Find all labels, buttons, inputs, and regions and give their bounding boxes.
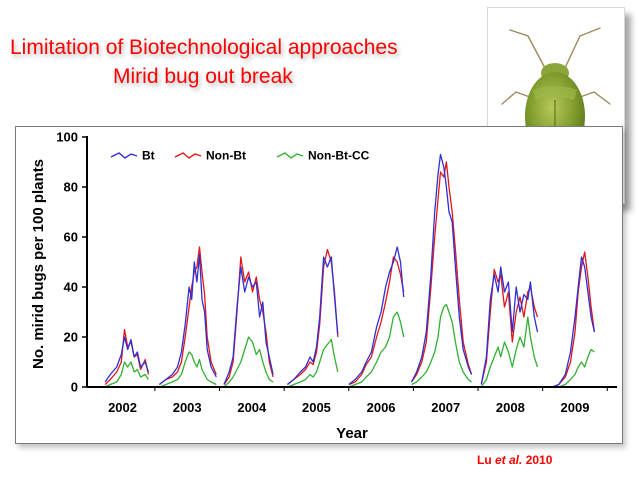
chart-frame: 0 20 40 60 80 100 2002 2003 2004 2005 2006 2007 200… — [15, 126, 623, 444]
citation: Lu et al. 2010 — [477, 453, 552, 467]
x-tick-label: 2007 — [431, 400, 460, 415]
x-tick-label: 2009 — [561, 400, 590, 415]
y-tick-label: 40 — [64, 280, 78, 295]
citation-year: 2010 — [522, 453, 553, 467]
x-tick-label: 2002 — [108, 400, 137, 415]
series-bt-segment-5 — [348, 246, 405, 386]
series-non-bt-segment-6 — [410, 161, 473, 383]
x-tick-label: 2005 — [302, 400, 331, 415]
y-tick-label: 60 — [64, 230, 78, 245]
series-bt-segment-3 — [223, 266, 274, 385]
legend-label-bt: Bt — [142, 149, 155, 163]
legend-swatch-non-bt-cc — [276, 152, 304, 159]
x-axis-label: Year — [336, 425, 368, 442]
x-tick-label: 2004 — [237, 400, 267, 415]
slide-title: Limitation of Biotechnological approache… — [10, 36, 398, 59]
citation-et-al: et al. — [495, 453, 523, 467]
series-bt-segment-6 — [410, 153, 473, 383]
y-tick-label: 80 — [64, 180, 78, 195]
citation-author: Lu — [477, 453, 495, 467]
series-non-bt-cc-segment-6 — [411, 303, 472, 386]
series-bt-segment-1 — [104, 336, 150, 383]
series-non-bt-cc-segment-7 — [480, 316, 539, 388]
y-tick-label: 100 — [56, 130, 78, 145]
slide-subtitle: Mirid bug out break — [113, 65, 293, 88]
series-non-bt-segment-5 — [348, 256, 405, 386]
series-non-bt-cc-segment-2 — [159, 351, 217, 388]
series-non-bt-cc-segment-8 — [552, 348, 595, 388]
series-bt-segment-2 — [159, 253, 217, 386]
series-non-bt-cc-segment-1 — [104, 361, 149, 388]
series-bt-segment-8 — [552, 256, 596, 388]
y-axis-label: No. mirid bugs per 100 plants — [30, 159, 47, 369]
series-non-bt-cc-segment-3 — [223, 336, 274, 388]
x-tick-label: 2006 — [367, 400, 396, 415]
series-non-bt-cc-segment-5 — [348, 311, 405, 388]
legend-label-non-bt: Non-Bt — [206, 149, 246, 163]
series-bt-segment-7 — [480, 266, 539, 385]
legend-swatch-non-bt — [174, 152, 202, 159]
legend-swatch-bt — [110, 152, 138, 159]
x-tick-label: 2003 — [173, 400, 202, 415]
y-tick-label: 20 — [64, 330, 78, 345]
legend: Bt Non-Bt Non-Bt-CC — [110, 149, 370, 163]
series-non-bt-cc-segment-4 — [287, 338, 339, 388]
mirid-outbreak-line-chart: 0 20 40 60 80 100 2002 2003 2004 2005 2006 2007 200… — [15, 126, 623, 444]
y-tick-label: 0 — [71, 380, 78, 395]
x-tick-label: 2008 — [496, 400, 525, 415]
series-bt-segment-4 — [286, 256, 339, 386]
legend-label-non-bt-cc: Non-Bt-CC — [308, 149, 370, 163]
